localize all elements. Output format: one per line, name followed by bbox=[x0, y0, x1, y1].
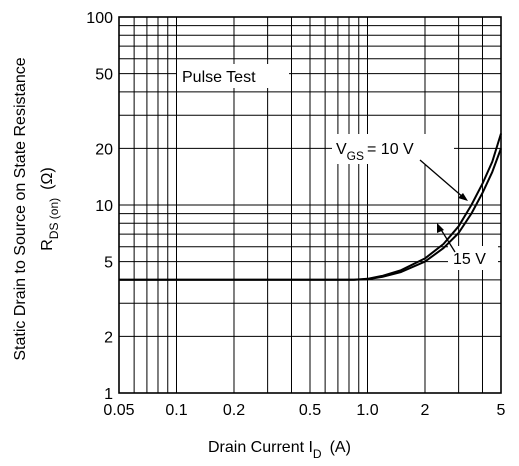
x-tick-label: 0.5 bbox=[299, 402, 321, 419]
y-tick-label: 50 bbox=[95, 67, 113, 84]
x-axis-title-sub: D bbox=[313, 447, 322, 461]
y-tick-label: 1 bbox=[104, 386, 113, 403]
y-axis-title-line2: RDS (on) (Ω) bbox=[39, 167, 61, 251]
y-tick-labels: 1 2 5 10 20 50 100 bbox=[86, 10, 113, 403]
y-tick-label: 10 bbox=[95, 198, 113, 215]
y-tick-label: 20 bbox=[95, 141, 113, 158]
vgs10-label: VGS = 10 V bbox=[336, 141, 414, 163]
y-tick-label: 100 bbox=[86, 10, 113, 27]
y-axis-title-line1: Static Drain to Source on State Resistan… bbox=[12, 57, 29, 360]
plot-frame bbox=[118, 16, 502, 394]
pulse-test-label-bg bbox=[177, 64, 289, 88]
series-curves bbox=[119, 133, 502, 281]
vgs15-arrowhead bbox=[437, 223, 444, 233]
vgs15-arrow bbox=[439, 227, 456, 253]
y-axis-title-sub: DS (on) bbox=[47, 198, 61, 239]
x-axis-title: Drain Current ID (A) bbox=[208, 439, 351, 461]
x-tick-label: 5 bbox=[497, 402, 506, 419]
series-line-2 bbox=[119, 148, 502, 281]
x-tick-label: 0.2 bbox=[223, 402, 245, 419]
vgs10-arrowhead bbox=[458, 193, 468, 201]
y-axis-title-unit: (Ω) bbox=[39, 167, 56, 190]
grid-lines bbox=[118, 16, 502, 394]
x-tick-labels: 0.05 0.1 0.2 0.5 1.0 2 5 bbox=[103, 402, 505, 419]
y-tick-label: 2 bbox=[104, 329, 113, 346]
vgs10-label-sub: GS bbox=[347, 149, 364, 163]
x-tick-label: 1.0 bbox=[356, 402, 378, 419]
y-axis-title-main: R bbox=[39, 239, 56, 251]
x-axis-title-main: Drain Current I bbox=[208, 439, 313, 456]
x-axis-title-unit: (A) bbox=[330, 439, 351, 456]
vgs15-label-bg bbox=[448, 246, 498, 270]
vgs10-label-value: = 10 V bbox=[367, 141, 414, 158]
vgs15-label: 15 V bbox=[453, 251, 486, 268]
vgs10-label-prefix: V bbox=[336, 141, 347, 158]
y-tick-label: 5 bbox=[104, 255, 113, 272]
vgs10-label-bg bbox=[332, 134, 454, 164]
x-tick-label: 2 bbox=[421, 402, 430, 419]
pulse-test-label: Pulse Test bbox=[182, 69, 256, 86]
vgs10-arrow bbox=[419, 159, 465, 199]
x-tick-label: 0.05 bbox=[103, 402, 134, 419]
x-tick-label: 0.1 bbox=[165, 402, 187, 419]
